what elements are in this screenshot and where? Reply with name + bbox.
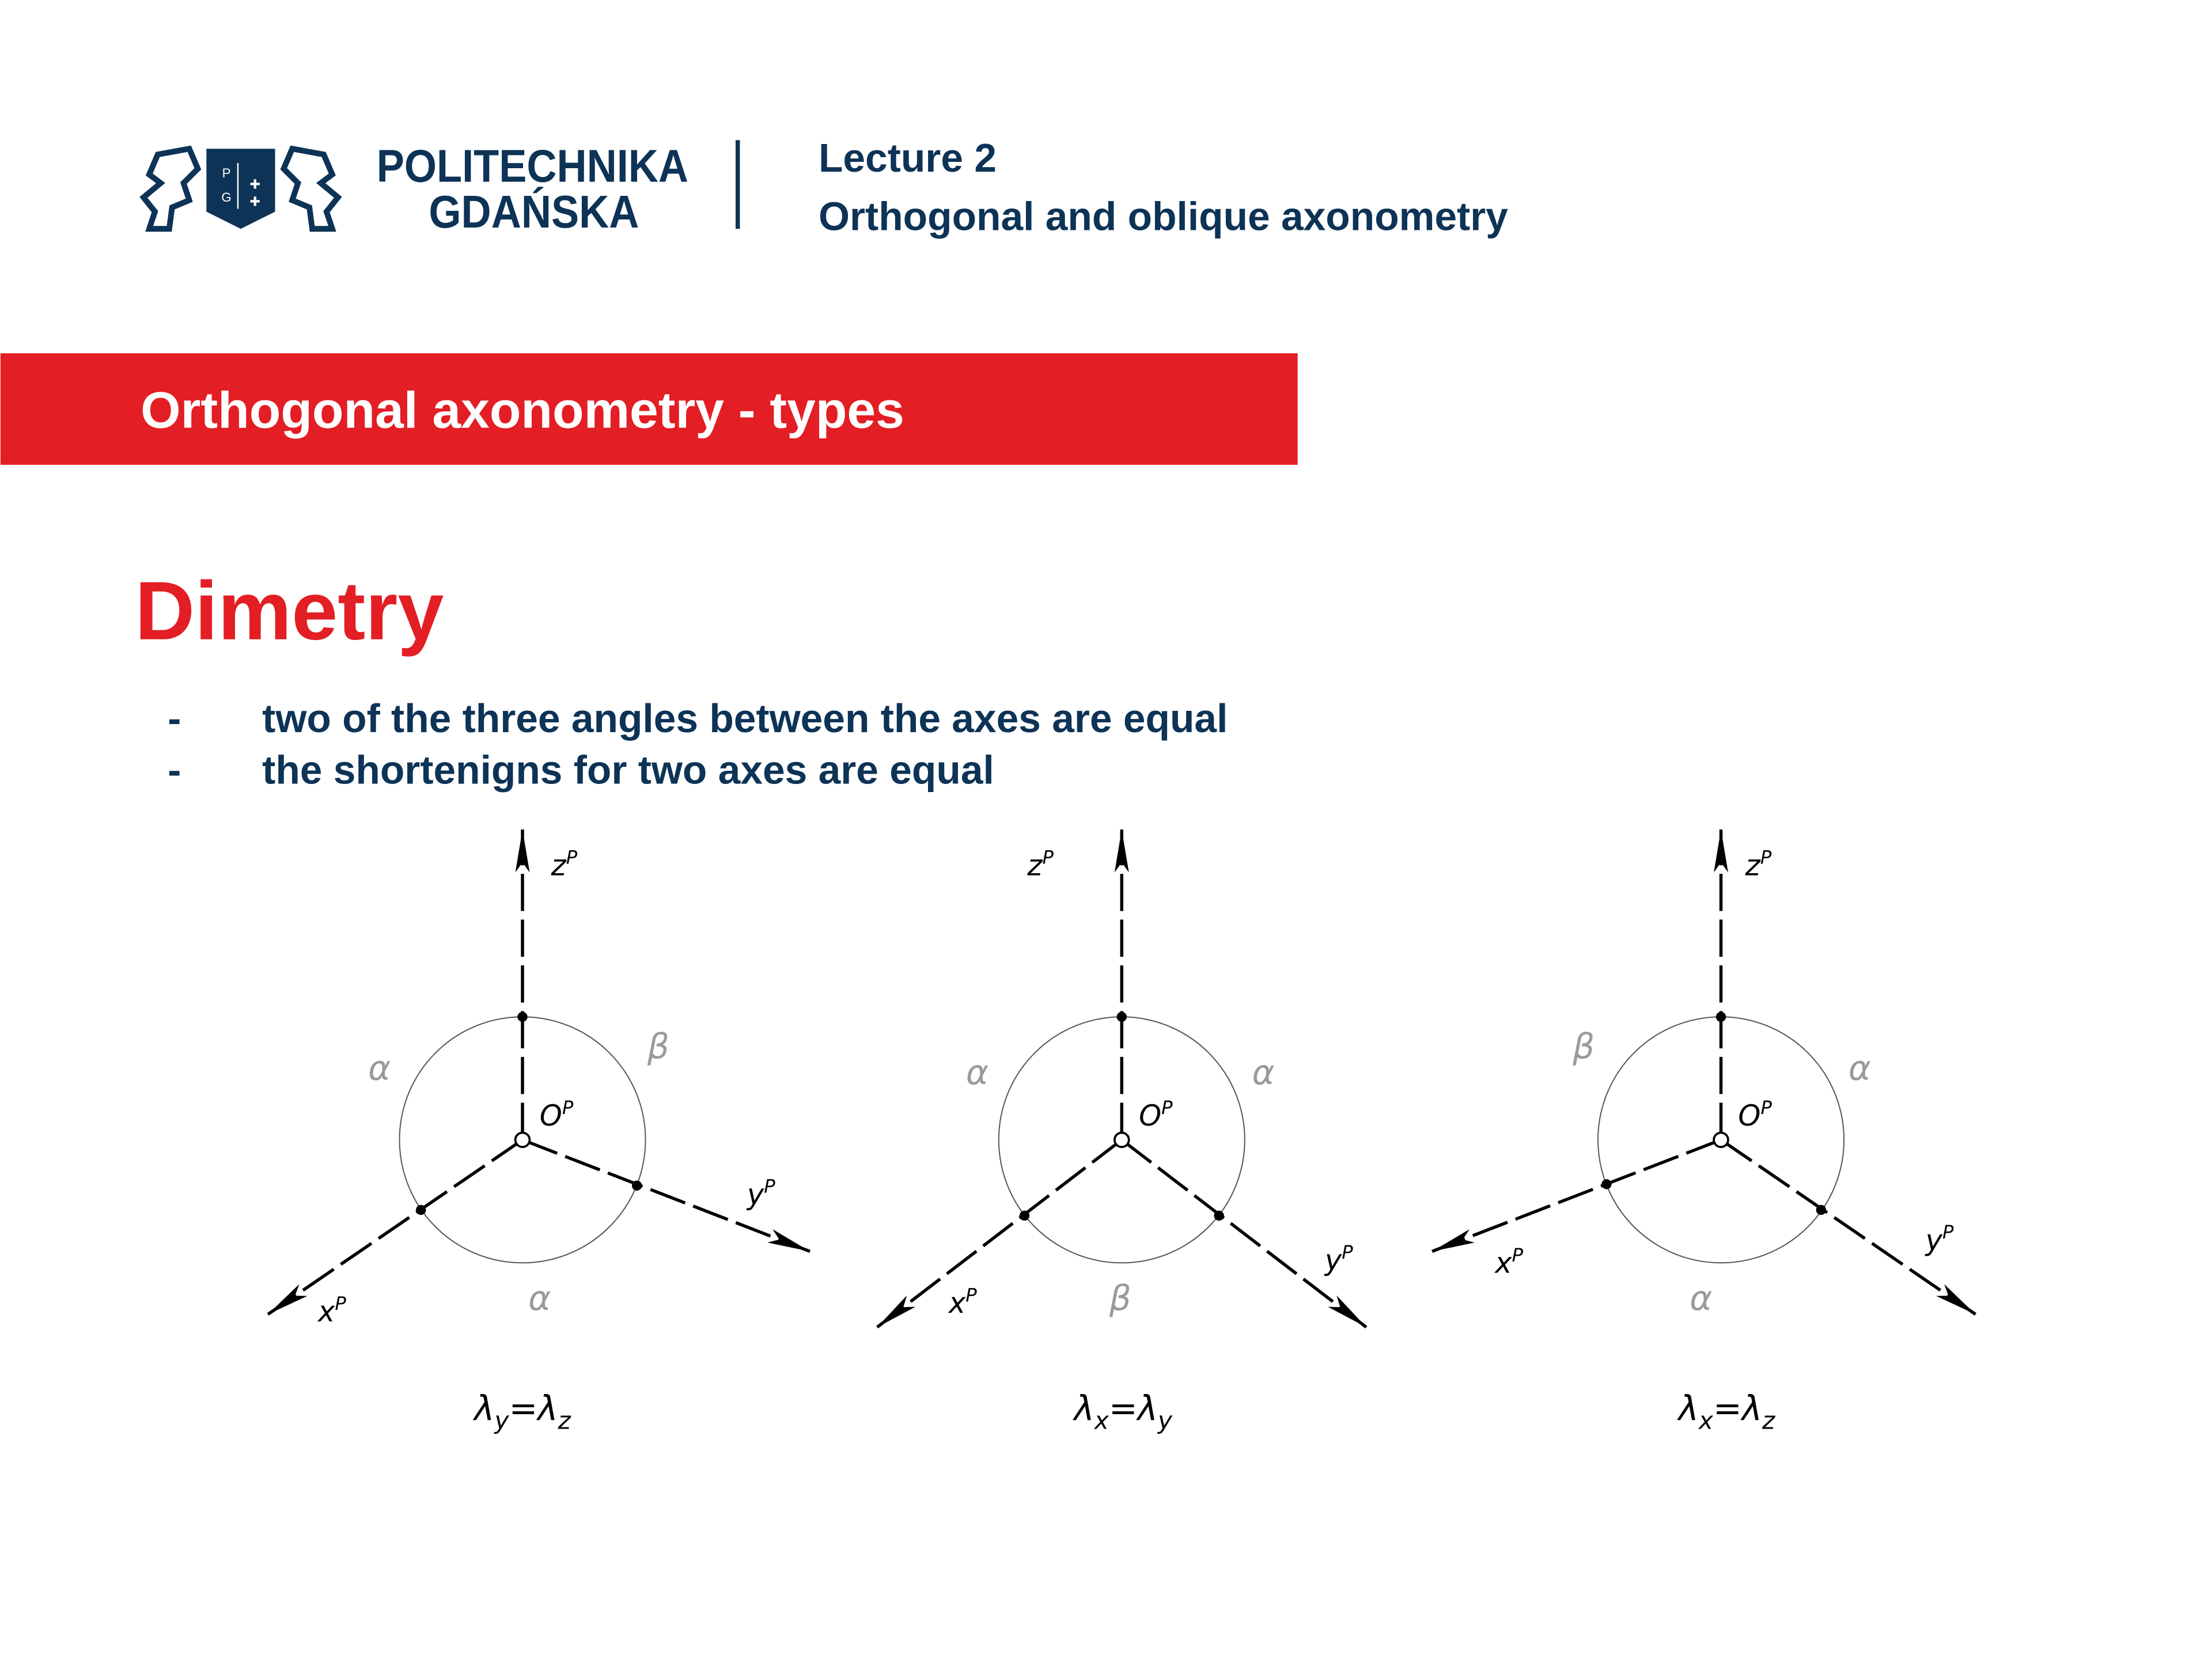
y-axis [1120,1138,1368,1329]
angle-label-upper-right: β [647,1027,669,1067]
shield-letter-p: P [222,166,231,180]
section-banner [0,353,1298,465]
x-axis-label: xP [1494,1244,1523,1280]
angle-label-upper-left: α [966,1053,988,1093]
logo-text-line2: GDAŃSKA [429,186,639,237]
cross-icon: ✚ [249,177,260,192]
section-title: Orthogonal axonometry - types [141,381,904,438]
angle-label-upper-left: β [1572,1027,1594,1067]
lecture-title: Orthogonal and oblique axonometry [819,194,1508,239]
logo-text-line1: POLITECHNIKA [377,140,688,191]
y-axis-label: yP [1324,1241,1353,1277]
angle-label-bottom: β [1109,1279,1131,1319]
z-axis-label: zP [551,847,578,882]
unit-point [416,1205,426,1215]
unit-point [1019,1210,1030,1221]
bullet-marker: - [168,748,181,793]
bullet-text: the shortenigns for two axes are equal [262,748,994,793]
origin-point [1713,1131,1729,1149]
header-divider [735,140,740,229]
unit-point [1715,1012,1726,1022]
x-axis [267,1138,524,1316]
page-heading: Dimetry [135,565,444,657]
origin-point [514,1131,531,1149]
z-axis-label: zP [1027,847,1054,882]
unit-point [517,1012,528,1022]
y-axis [1720,1138,1977,1316]
angle-label-upper-left: α [368,1048,391,1088]
origin-label: OP [1139,1097,1173,1132]
lecture-number: Lecture 2 [819,135,997,180]
unit-point [1601,1179,1612,1190]
cross-icon: ✚ [249,195,260,209]
x-axis-label: xP [948,1284,977,1320]
axonometry-diagram: zP xP yP OP α β α λy=λz [267,830,811,1434]
origin-label: OP [540,1097,574,1132]
unit-point [631,1180,642,1191]
bullet-text: two of the three angles between the axes… [262,696,1228,741]
university-logo: P G ✚ ✚ POLITECHNIKA GDAŃSKA [139,140,688,237]
y-axis-label: yP [746,1176,775,1211]
diagrams: zP xP yP OP α β α λy=λz zP xP yP OP α α β λx=λy zP xP yP OP… [267,830,1977,1434]
bullet-marker: - [168,696,181,741]
bullet-list: - two of the three angles between the ax… [168,696,1228,792]
shield-letter-g: G [221,190,231,204]
y-axis [522,1138,811,1253]
unit-point [1214,1210,1224,1221]
shortening-caption: λx=λz [1677,1389,1775,1434]
shield-icon [206,149,275,229]
angle-label-bottom: α [1690,1279,1712,1319]
x-axis [876,1138,1123,1329]
unit-point [1816,1205,1827,1215]
lions-crest-icon [139,145,342,232]
axonometry-diagram: zP xP yP OP α α β λx=λy [876,830,1368,1434]
angle-label-upper-right: α [1252,1053,1274,1093]
z-axis-label: zP [1745,847,1772,882]
origin-label: OP [1738,1097,1772,1132]
angle-label-bottom: α [528,1279,551,1319]
shortening-caption: λx=λy [1073,1389,1173,1434]
unit-point [1116,1012,1127,1022]
x-axis [1431,1138,1722,1253]
axonometry-diagram: zP xP yP OP β α α λx=λz [1431,830,1977,1434]
origin-point [1113,1131,1130,1149]
shortening-caption: λy=λz [472,1389,571,1434]
angle-label-upper-right: α [1849,1048,1871,1088]
x-axis-label: xP [317,1293,346,1328]
y-axis-label: yP [1925,1221,1954,1257]
